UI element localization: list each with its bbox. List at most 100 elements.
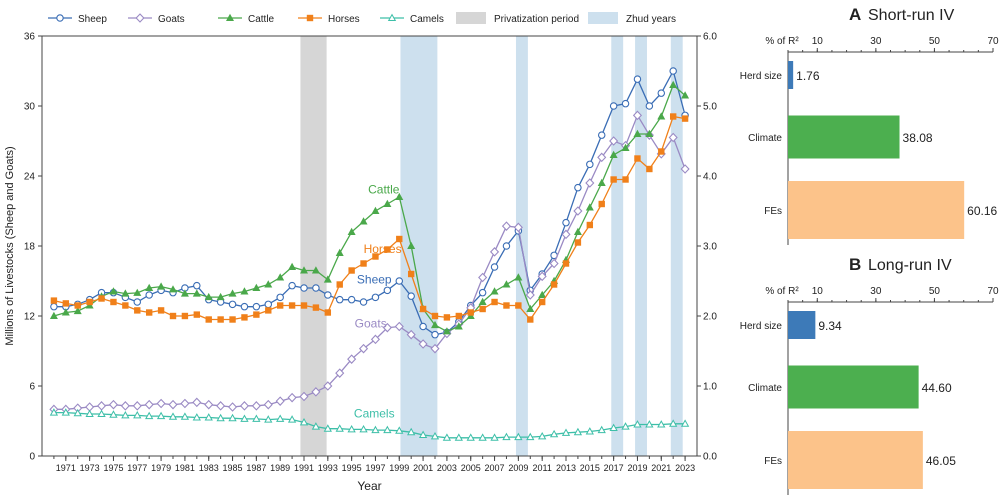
cattle-data-point <box>490 287 499 295</box>
y2-tick-label: 0.0 <box>703 452 717 463</box>
x-tick-label: 2005 <box>461 463 481 473</box>
cattle-data-point <box>669 80 678 88</box>
horses-data-point <box>169 312 177 320</box>
x-tick-label: 1991 <box>294 463 314 473</box>
goats-data-point <box>525 290 535 300</box>
camels-data-point <box>109 410 118 418</box>
x-tick-label: 2007 <box>485 463 505 473</box>
cattle-data-point <box>383 199 392 207</box>
camels-data-point <box>347 424 356 433</box>
horses-data-point <box>646 165 653 173</box>
camels-data-point <box>383 425 392 434</box>
camels-data-point <box>407 427 416 436</box>
herd-size-category-label: Herd size <box>740 321 783 332</box>
x-axis-label: Year <box>357 479 381 493</box>
goats-annotation: Goats <box>355 317 387 331</box>
climate-category-label: Climate <box>748 383 782 394</box>
sheep-data-point <box>633 75 642 83</box>
cattle-data-point <box>431 320 439 329</box>
goats-data-point <box>192 397 202 408</box>
horses-data-point <box>300 302 308 309</box>
goats-data-point <box>299 391 309 402</box>
camels-data-point <box>168 412 178 420</box>
legend-camels-marker <box>387 13 397 21</box>
cattle-data-point <box>121 289 130 297</box>
fes-bar <box>788 181 965 239</box>
x-tick-label: 1987 <box>246 463 266 473</box>
horses-data-point <box>527 316 534 323</box>
camels-data-point <box>549 429 559 438</box>
camels-data-point <box>228 413 237 422</box>
camels-data-point <box>73 408 82 417</box>
panel-b-long-run-bar-chart: B Long-run IV % of R² 10 30 50 70 Herd size 9.34… <box>740 255 999 495</box>
axis-label: % of R² <box>765 286 799 297</box>
zhud-year-band <box>611 36 624 456</box>
cattle-data-point <box>323 275 332 283</box>
goats-data-point <box>430 343 440 354</box>
goats-data-point <box>406 329 416 340</box>
camels-data-point <box>609 423 618 431</box>
cattle-data-point <box>240 287 249 295</box>
camels-data-point <box>156 411 166 420</box>
goats-data-point <box>549 258 559 269</box>
cattle-data-point <box>597 178 606 186</box>
goats-data-point <box>227 402 238 412</box>
horses-data-point <box>253 311 260 318</box>
cattle-data-point <box>502 280 511 288</box>
y-tick-label: 30 <box>24 102 36 113</box>
y2-tick-label: 4.0 <box>703 172 717 183</box>
axis-label: % of R² <box>765 36 799 47</box>
cattle-data-point <box>73 306 82 315</box>
cattle-data-point <box>145 283 154 291</box>
horses-data-point <box>538 298 546 306</box>
goats-data-point <box>335 368 345 378</box>
horses-data-point <box>157 307 165 314</box>
x-tick-label: 1983 <box>199 463 219 473</box>
cattle-data-point <box>180 289 189 297</box>
goats-data-point <box>632 110 643 121</box>
goats-data-point <box>489 247 500 257</box>
cattle-data-point <box>61 308 70 316</box>
goats-data-point <box>668 132 678 143</box>
x-tick-label: 2017 <box>604 463 624 473</box>
camels-data-point <box>276 414 285 422</box>
cattle-data-point <box>133 288 142 296</box>
camels-data-point <box>514 432 523 441</box>
cattle-data-point <box>192 289 201 297</box>
horses-data-point <box>598 200 605 208</box>
goats-data-point <box>287 392 297 403</box>
cattle-data-point <box>359 217 368 225</box>
fes-value-label: 60.16 <box>967 204 997 218</box>
y2-tick-label: 6.0 <box>703 32 717 43</box>
horses-data-point <box>372 253 379 260</box>
cattle-data-point <box>681 91 690 99</box>
horses-data-point <box>217 316 224 323</box>
legend-goats-label: Goats <box>158 14 185 25</box>
horses-data-point <box>348 267 355 274</box>
cattle-data-point <box>109 287 118 295</box>
goats-data-point <box>561 229 571 240</box>
x-tick-label: 1995 <box>342 463 362 473</box>
cattle-data-point <box>288 262 297 270</box>
camels-data-point <box>180 412 190 420</box>
sheep-data-point <box>264 300 273 309</box>
goats-data-point <box>251 401 261 411</box>
horses-data-point <box>241 314 248 321</box>
sheep-data-point <box>645 102 654 110</box>
camels-data-point <box>669 419 678 427</box>
camels-data-point <box>526 432 535 441</box>
goats-data-point <box>573 206 583 216</box>
horses-data-point <box>50 297 58 304</box>
camels-data-point <box>299 417 309 426</box>
camels-data-point <box>502 432 511 441</box>
x-tick-label: 1971 <box>56 463 76 473</box>
goats-data-point <box>537 271 547 282</box>
horses-data-point <box>455 312 463 320</box>
goats-data-point <box>168 399 178 410</box>
horses-data-point <box>384 246 391 253</box>
camels-data-point <box>645 420 654 428</box>
cattle-annotation: Cattle <box>368 183 400 197</box>
camels-data-point <box>204 413 213 421</box>
horses-data-point <box>503 302 510 309</box>
climate-bar <box>788 365 919 409</box>
